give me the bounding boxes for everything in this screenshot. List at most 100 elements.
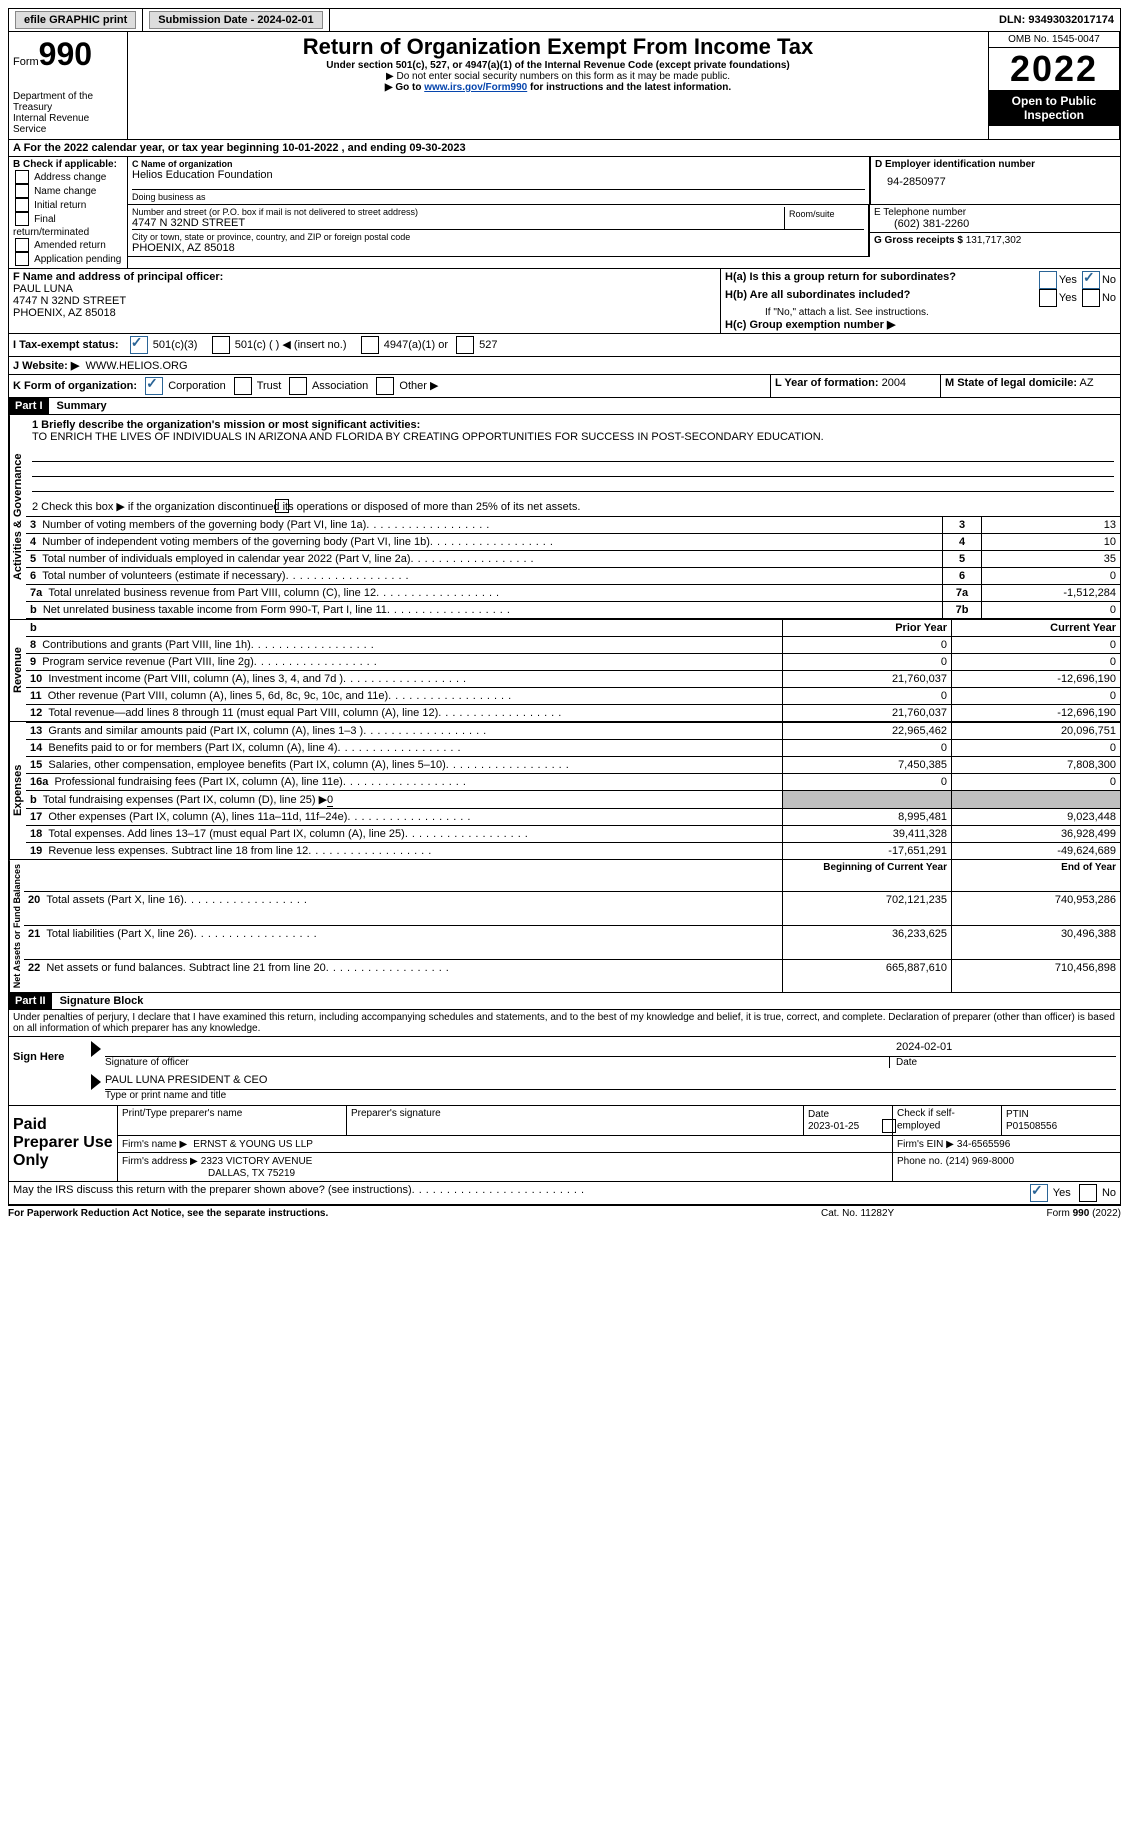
k-trust: Trust [257,380,282,392]
city-label: City or town, state or province, country… [132,232,864,242]
arrow-icon-2 [91,1074,101,1090]
chk-amended[interactable] [15,238,29,252]
dept-label: Department of the Treasury [13,91,123,113]
i-label: I Tax-exempt status: [13,339,119,351]
part1-header: Part I Summary [8,398,1121,415]
chk-hb-yes[interactable] [1039,289,1057,307]
table-row: b Total fundraising expenses (Part IX, c… [26,791,1120,809]
chk-app-pending[interactable] [15,252,29,266]
vlabel-governance: Activities & Governance [9,415,26,619]
table-row: 7a Total unrelated business revenue from… [26,585,1120,602]
line-j: J Website: ▶ WWW.HELIOS.ORG [8,357,1121,375]
part2-title: Signature Block [52,995,144,1007]
table-row: 9 Program service revenue (Part VIII, li… [26,654,1120,671]
i-a1: 4947(a)(1) or [384,339,448,351]
firm-addr1: 2323 VICTORY AVENUE [201,1156,313,1167]
footer-form: 990 [1073,1208,1090,1219]
footer-left: For Paperwork Reduction Act Notice, see … [8,1208,821,1219]
arrow-icon [91,1041,101,1057]
irs-yes: Yes [1053,1187,1071,1199]
chk-address-change[interactable] [15,170,29,184]
e-label: E Telephone number [874,207,1116,218]
b-opt-0: Address change [34,172,106,183]
section-f-h: F Name and address of principal officer:… [8,269,1121,334]
firm-ein: 34-6565596 [957,1139,1010,1150]
chk-assoc[interactable] [289,377,307,395]
date-label: Date [889,1057,1116,1068]
chk-ha-yes[interactable] [1039,271,1057,289]
chk-irs-no[interactable] [1079,1184,1097,1202]
revenue-section: Revenue b Prior Year Current Year 8 Cont… [8,620,1121,722]
revenue-table: b Prior Year Current Year 8 Contribution… [26,620,1120,721]
form-word: Form [13,56,39,68]
p1-line2: 2 Check this box ▶ if the organization d… [32,501,580,513]
netassets-table: Beginning of Current Year End of Year 20… [24,860,1120,992]
f-label: F Name and address of principal officer: [13,271,223,283]
prep-date: 2023-01-25 [808,1121,859,1132]
warn2-prefix: ▶ Go to [385,82,424,93]
ha-no: No [1102,274,1116,286]
hb-no: No [1102,292,1116,304]
vlabel-revenue: Revenue [9,620,26,721]
i-527: 527 [479,339,497,351]
table-row: 5 Total number of individuals employed i… [26,551,1120,568]
p1-line1-label: 1 Briefly describe the organization's mi… [32,419,420,431]
k-assoc: Association [312,380,368,392]
table-row: 6 Total number of volunteers (estimate i… [26,568,1120,585]
chk-ha-no[interactable] [1082,271,1100,289]
part1-title: Summary [49,400,107,412]
hb-label: H(b) Are all subordinates included? [725,289,910,301]
chk-4947[interactable] [361,336,379,354]
irs-link[interactable]: www.irs.gov/Form990 [424,82,527,93]
firm-ein-label: Firm's EIN ▶ [897,1139,954,1150]
d-label: D Employer identification number [875,159,1116,170]
col-prior: Prior Year [783,620,952,637]
firm-addr2: DALLAS, TX 75219 [122,1168,295,1179]
part2-header: Part II Signature Block [8,993,1121,1010]
firm-name: ERNST & YOUNG US LLP [193,1139,313,1150]
chk-trust[interactable] [234,377,252,395]
vlabel-expenses: Expenses [9,722,26,859]
c-name-label: C Name of organization [132,159,865,169]
chk-501c3[interactable] [130,336,148,354]
expenses-table: 13 Grants and similar amounts paid (Part… [26,722,1120,859]
line-klm: K Form of organization: Corporation Trus… [8,375,1121,398]
chk-hb-no[interactable] [1082,289,1100,307]
chk-final-return[interactable] [15,212,29,226]
officer-street: 4747 N 32ND STREET [13,295,126,307]
prep-phone: (214) 969-8000 [946,1156,1014,1167]
chk-discontinued[interactable] [275,499,289,513]
j-label: J Website: ▶ [13,360,79,372]
website-value: WWW.HELIOS.ORG [85,360,187,372]
officer-name-title: PAUL LUNA PRESIDENT & CEO [105,1074,1116,1090]
chk-initial-return[interactable] [15,198,29,212]
hb-note: If "No," attach a list. See instructions… [725,307,1116,318]
chk-name-change[interactable] [15,184,29,198]
form-subtitle: Under section 501(c), 527, or 4947(a)(1)… [134,60,982,71]
line-a-mid: , and ending [342,142,410,154]
firm-addr-label: Firm's address ▶ [122,1156,198,1167]
warn-ssn: ▶ Do not enter social security numbers o… [134,71,982,82]
efile-print-button[interactable]: efile GRAPHIC print [15,11,136,29]
paid-preparer-block: Paid Preparer Use Only Print/Type prepar… [8,1106,1121,1182]
chk-self-employed[interactable] [882,1119,896,1133]
ein-value: 94-2850977 [875,170,1116,188]
m-value: AZ [1079,377,1093,389]
sig-officer-label: Signature of officer [105,1057,889,1068]
b-opt-5: Application pending [34,254,121,265]
omb-number: OMB No. 1545-0047 [989,32,1119,48]
submission-date-button[interactable]: Submission Date - 2024-02-01 [149,11,322,29]
table-row: 13 Grants and similar amounts paid (Part… [26,723,1120,740]
form-title: Return of Organization Exempt From Incom… [134,34,982,60]
l-value: 2004 [882,377,906,389]
chk-501c[interactable] [212,336,230,354]
hc-label: H(c) Group exemption number ▶ [725,319,895,331]
chk-corp[interactable] [145,377,163,395]
chk-irs-yes[interactable] [1030,1184,1048,1202]
sign-here-block: Sign Here 2024-02-01 Signature of office… [8,1037,1121,1106]
chk-other[interactable] [376,377,394,395]
chk-527[interactable] [456,336,474,354]
ptin-label: PTIN [1006,1109,1029,1120]
table-row: 11 Other revenue (Part VIII, column (A),… [26,688,1120,705]
table-row: 15 Salaries, other compensation, employe… [26,757,1120,774]
